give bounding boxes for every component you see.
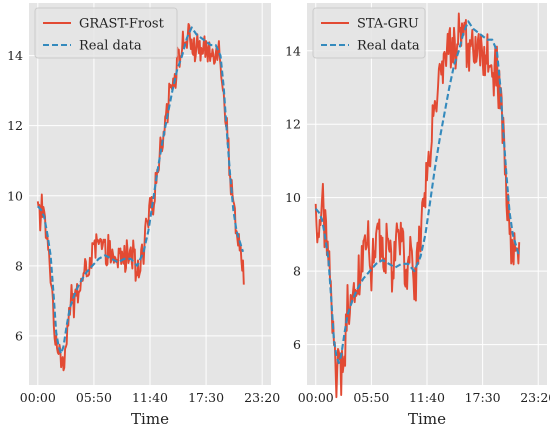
legend-label: GRAST-Frost [79, 17, 165, 32]
y-tick-label: 6 [15, 328, 23, 343]
y-tick-label: 8 [15, 258, 23, 273]
x-axis-label: Time [131, 410, 169, 428]
x-tick-label: 11:40 [409, 390, 445, 405]
legend-label: Real data [79, 39, 142, 54]
x-tick-label: 23:20 [520, 390, 550, 405]
x-tick-label: 05:50 [76, 390, 112, 405]
y-tick-label: 14 [7, 48, 23, 63]
legend-label: STA-GRU [357, 17, 419, 32]
legend: GRAST-Frost Real data [34, 7, 178, 59]
chart-panel-1: 00:00 05:50 11:40 17:30 23:20 6 8 10 12 14 Time GRA… [7, 3, 280, 428]
x-tick-label: 11:40 [132, 390, 168, 405]
legend-label: Real data [357, 39, 420, 54]
legend: STA-GRU Real data [312, 7, 426, 59]
x-axis-label: Time [408, 410, 446, 428]
y-tick-label: 10 [7, 188, 23, 203]
y-tick-label: 12 [7, 118, 23, 133]
chart-panel-2: 00:00 05:50 11:40 17:30 23:20 6 8 10 12 14 Time STA… [285, 3, 550, 428]
y-tick-label: 12 [285, 117, 301, 132]
x-tick-label: 05:50 [353, 390, 389, 405]
x-tick-label: 17:30 [188, 390, 224, 405]
y-tick-label: 10 [285, 190, 301, 205]
x-tick-label: 00:00 [298, 390, 334, 405]
x-tick-label: 23:20 [244, 390, 280, 405]
y-tick-label: 14 [285, 43, 301, 58]
y-tick-label: 6 [293, 337, 301, 352]
y-tick-label: 8 [293, 264, 301, 279]
series-line-real-data [314, 20, 521, 365]
series-line-real-data [37, 26, 245, 355]
series-line-sta-gru [314, 12, 521, 399]
x-tick-label: 00:00 [20, 390, 56, 405]
x-tick-label: 17:30 [465, 390, 501, 405]
